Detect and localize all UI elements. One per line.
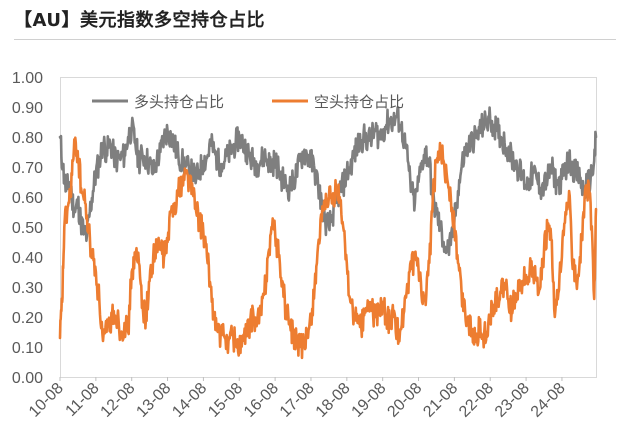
x-tick-label: 16-08 <box>241 380 282 421</box>
y-tick-label: 1.00 <box>12 70 43 87</box>
x-tick-label: 17-08 <box>277 380 318 421</box>
series-line-long <box>58 106 598 257</box>
x-tick-label: 21-08 <box>420 380 461 421</box>
y-tick-label: 0.40 <box>12 250 43 267</box>
x-tick-label: 19-08 <box>349 380 390 421</box>
y-tick-label: 0.50 <box>12 220 43 237</box>
x-tick-label: 12-08 <box>98 380 139 421</box>
x-tick-label: 11-08 <box>63 380 103 420</box>
legend: 多头持仓占比 空头持仓占比 <box>92 93 404 111</box>
x-tick-label: 24-08 <box>528 380 569 421</box>
series-line-short <box>58 136 598 360</box>
chart-title: 【AU】美元指数多空持仓占比 <box>14 10 265 31</box>
y-tick-label: 0.80 <box>12 130 43 147</box>
x-tick-label: 23-08 <box>492 380 533 421</box>
x-tick-label: 15-08 <box>205 380 246 421</box>
x-tick-label: 14-08 <box>169 380 210 421</box>
y-tick-label: 0.30 <box>12 280 43 297</box>
y-tick-label: 0.00 <box>12 370 43 387</box>
x-tick-label: 13-08 <box>133 380 174 421</box>
title-divider <box>14 39 616 40</box>
x-tick-label: 22-08 <box>456 380 497 421</box>
legend-label: 空头持仓占比 <box>314 93 404 111</box>
y-tick-label: 0.60 <box>12 190 43 207</box>
y-tick-label: 0.90 <box>12 100 43 117</box>
y-tick-label: 0.10 <box>12 340 43 357</box>
y-tick-label: 0.70 <box>12 160 43 177</box>
x-tick-label: 20-08 <box>384 380 425 421</box>
y-tick-label: 0.20 <box>12 310 43 327</box>
x-tick-label: 18-08 <box>313 380 354 421</box>
legend-label: 多头持仓占比 <box>134 93 224 111</box>
series-lines <box>58 106 598 360</box>
x-axis-ticks: 10-0811-0812-0813-0814-0815-0816-0817-08… <box>26 377 569 421</box>
y-axis-ticks: 0.00 0.10 0.20 0.30 0.40 0.50 0.60 0.70 0.80 0.90… <box>12 70 43 387</box>
